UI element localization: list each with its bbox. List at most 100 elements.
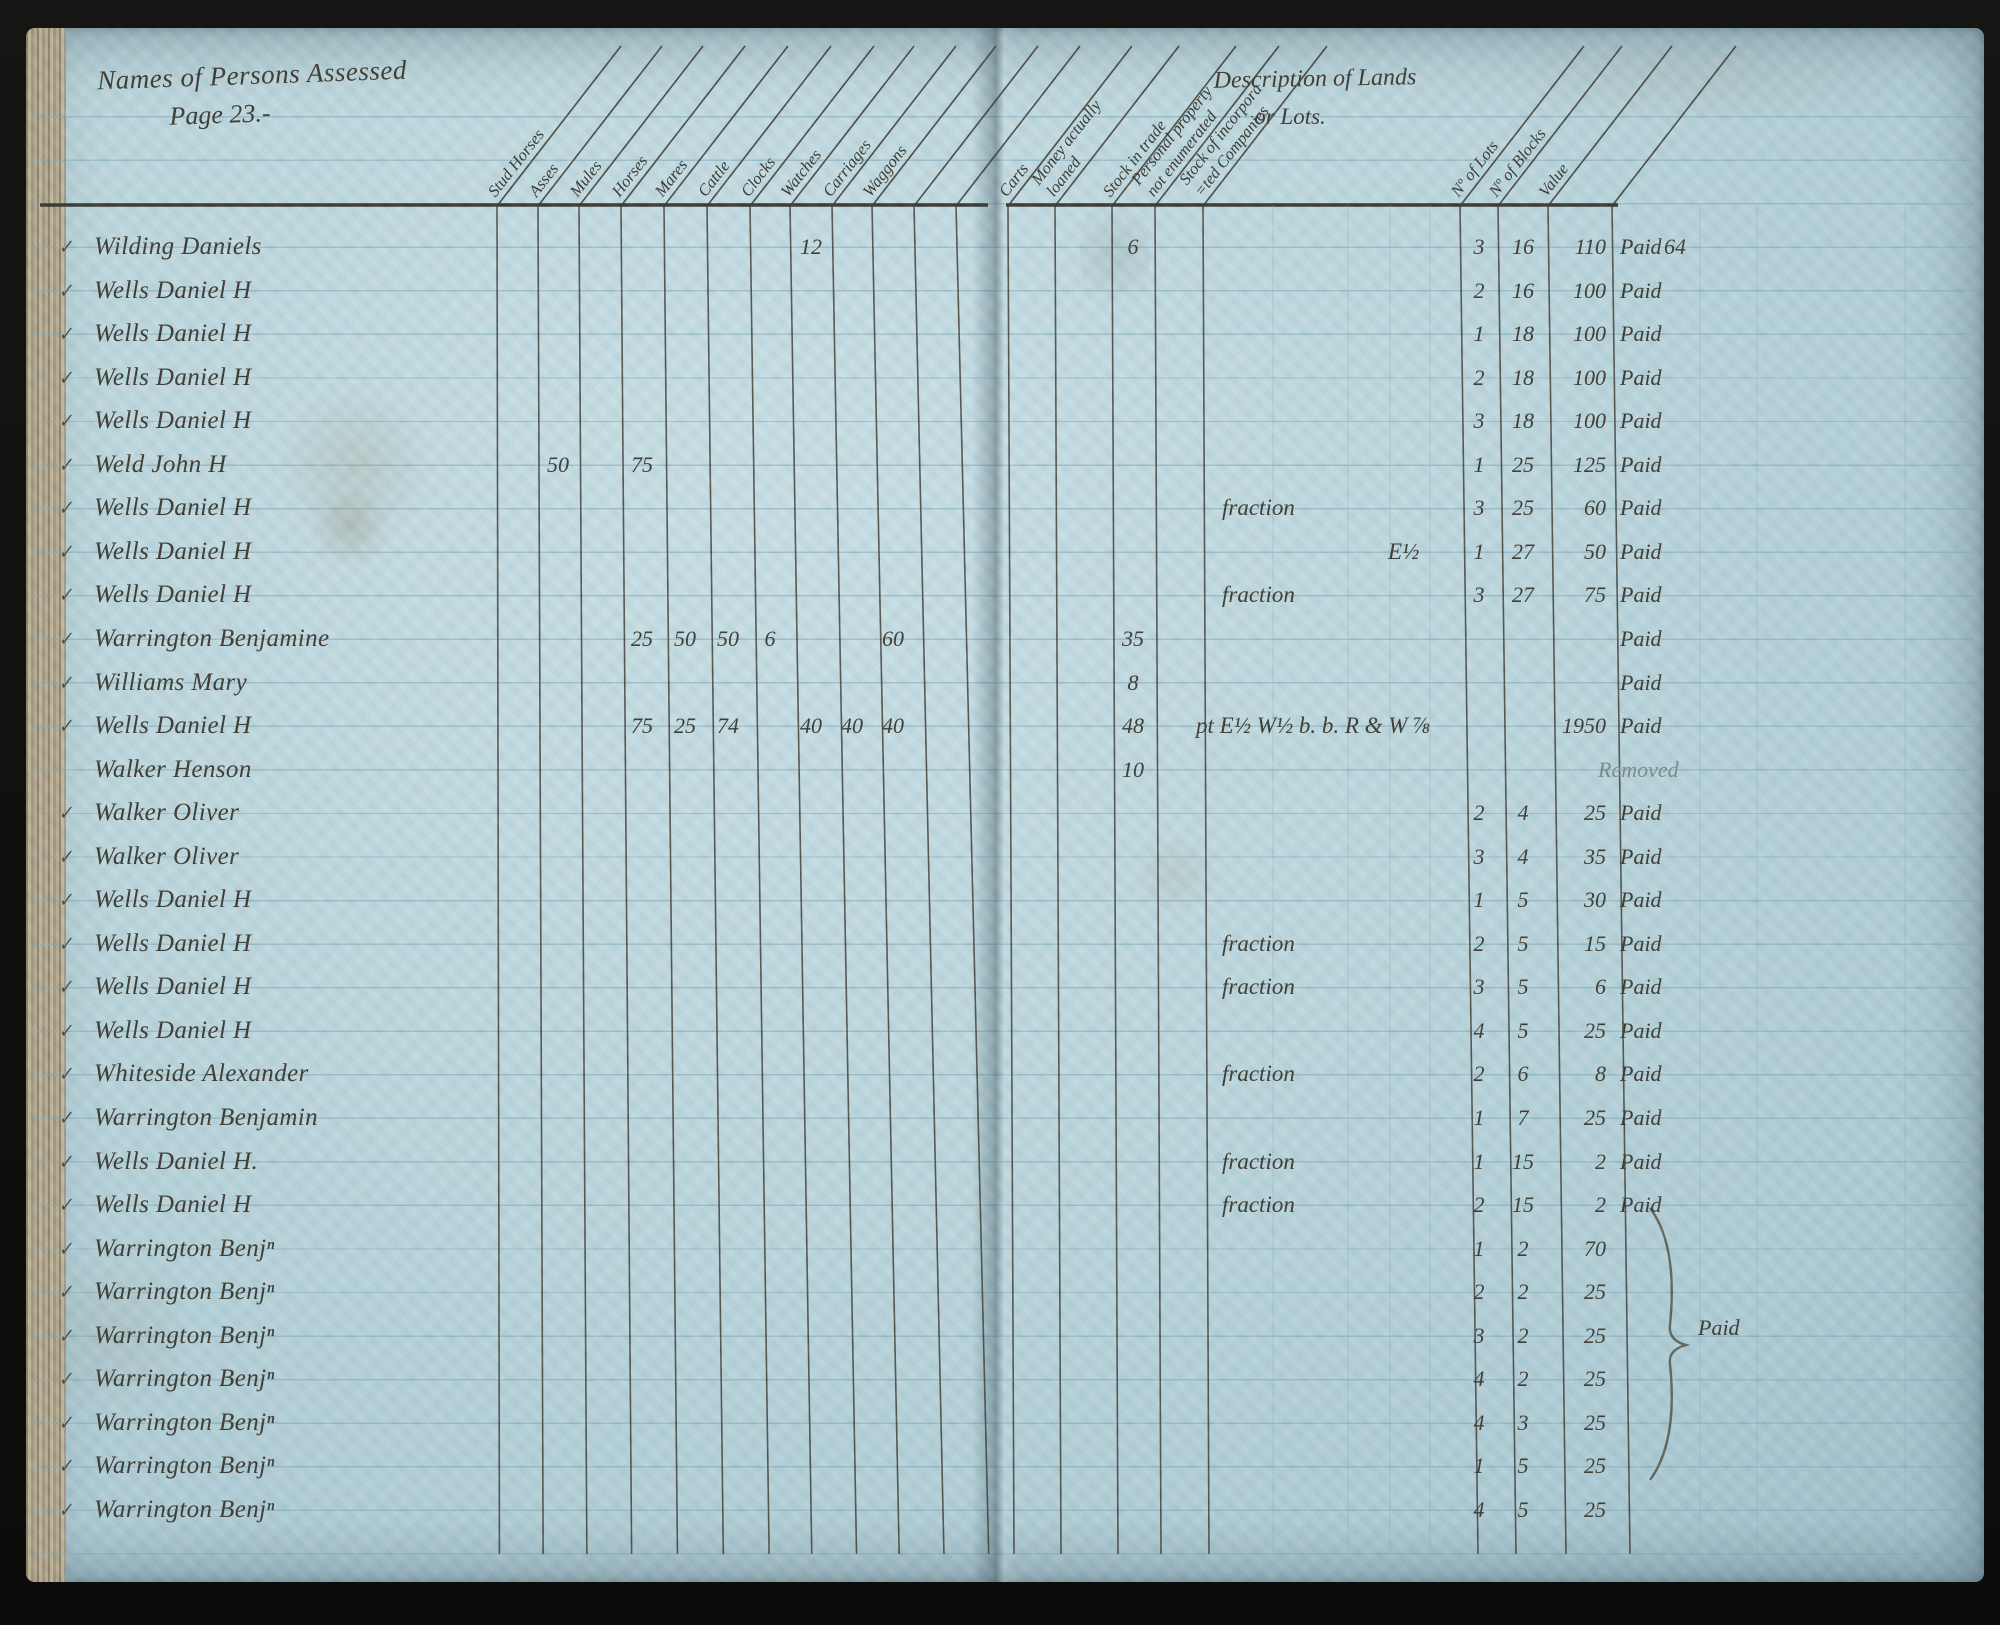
cell-cattle: 50	[717, 622, 739, 656]
cell-description: fraction	[1222, 578, 1295, 612]
status-label: Paid	[1620, 622, 1662, 656]
row-name: Wells Daniel H	[94, 361, 251, 395]
group-status-label: Paid	[1698, 1315, 1740, 1341]
cell-lots: 1	[1474, 1232, 1485, 1266]
cell-description: fraction	[1222, 1188, 1295, 1222]
status-label: Paid	[1620, 840, 1662, 874]
row-name: Warrington Benjamine	[94, 622, 330, 656]
row-name: Warrington Benjⁿ	[94, 1319, 275, 1353]
cell-lots: 3	[1474, 840, 1485, 874]
cell-clocks: 6	[765, 622, 776, 656]
cell-description: fraction	[1222, 491, 1295, 525]
cell-blocks: 2	[1518, 1275, 1529, 1309]
cell-value: 50	[1496, 535, 1606, 569]
status-label: Paid	[1620, 709, 1662, 743]
cell-mares: 50	[674, 622, 696, 656]
cell-blocks: 27	[1512, 578, 1534, 612]
cell-value: 25	[1496, 1406, 1606, 1440]
cell-lots: 1	[1474, 535, 1485, 569]
row-name: Warrington Benjⁿ	[94, 1406, 275, 1440]
status-label: Paid	[1620, 1057, 1662, 1091]
row-name: Walker Oliver	[94, 796, 239, 830]
cell-lots: 4	[1474, 1014, 1485, 1048]
cell-blocks: 15	[1512, 1188, 1534, 1222]
cell-lots: 2	[1474, 1057, 1485, 1091]
row-name: Whiteside Alexander	[94, 1057, 309, 1091]
status-label: Paid	[1620, 1014, 1662, 1048]
cell-blocks: 7	[1518, 1101, 1529, 1135]
status-label: Paid	[1620, 970, 1662, 1004]
cell-watches: 12	[800, 230, 822, 264]
cell-value: 100	[1496, 404, 1606, 438]
cell-lots: 3	[1474, 578, 1485, 612]
cell-carriages: 40	[841, 709, 863, 743]
cell-blocks: 2	[1518, 1362, 1529, 1396]
cell-lots: 3	[1474, 1319, 1485, 1353]
row-name: Wells Daniel H	[94, 317, 251, 351]
cell-lots: 3	[1474, 230, 1485, 264]
row-name: Wells Daniel H	[94, 491, 251, 525]
cell-value: 8	[1496, 1057, 1606, 1091]
cell-lots: 2	[1474, 274, 1485, 308]
cell-value: 25	[1496, 1493, 1606, 1527]
cell-description: fraction	[1222, 1057, 1295, 1091]
cell-value: 75	[1496, 578, 1606, 612]
status-label: Paid	[1620, 491, 1662, 525]
cell-cattle: 74	[717, 709, 739, 743]
cell-lots: 4	[1474, 1406, 1485, 1440]
cell-value: 6	[1496, 970, 1606, 1004]
cell-lots: 1	[1474, 1449, 1485, 1483]
cell-blocks: 15	[1512, 1145, 1534, 1179]
cell-value: 2	[1496, 1145, 1606, 1179]
row-name: Wells Daniel H	[94, 1188, 251, 1222]
row-name: Wells Daniel H	[94, 927, 251, 961]
row-name: Wells Daniel H	[94, 274, 251, 308]
status-label: Paid	[1620, 1101, 1662, 1135]
cell-lots: 4	[1474, 1493, 1485, 1527]
cell-blocks: 18	[1512, 361, 1534, 395]
status-label: Paid	[1620, 230, 1662, 264]
cell-stock-in-trade: 8	[1128, 666, 1139, 700]
status-label: Paid	[1620, 361, 1662, 395]
cell-lots: 2	[1474, 361, 1485, 395]
cell-blocks: 16	[1512, 230, 1534, 264]
cell-stock-in-trade: 6	[1128, 230, 1139, 264]
cell-value: 25	[1496, 1014, 1606, 1048]
status-label: Paid	[1620, 404, 1662, 438]
cell-stock-in-trade: 10	[1122, 753, 1144, 787]
cell-lots: 1	[1474, 1145, 1485, 1179]
row-name: Weld John H	[94, 448, 227, 482]
cell-lots: 2	[1474, 1275, 1485, 1309]
row-name: Wilding Daniels	[94, 230, 262, 264]
cell-lots: 2	[1474, 1188, 1485, 1222]
cell-blocks: 16	[1512, 274, 1534, 308]
cell-value: 25	[1496, 1449, 1606, 1483]
row-name: Warrington Benjⁿ	[94, 1232, 275, 1266]
cell-blocks: 6	[1518, 1057, 1529, 1091]
cell-value: 125	[1496, 448, 1606, 482]
cell-value: 110	[1496, 230, 1606, 264]
row-name: Wells Daniel H.	[94, 1145, 258, 1179]
cell-blocks: 27	[1512, 535, 1534, 569]
row-name: Warrington Benjⁿ	[94, 1449, 275, 1483]
cell-value: 30	[1496, 883, 1606, 917]
cell-blocks: 4	[1518, 796, 1529, 830]
cell-description: E½	[1388, 535, 1419, 569]
row-name: Wells Daniel H	[94, 535, 251, 569]
cell-blocks: 5	[1518, 970, 1529, 1004]
status-label: Paid	[1620, 1188, 1662, 1222]
cell-asses: 50	[547, 448, 569, 482]
cell-value: 100	[1496, 317, 1606, 351]
cell-value: 70	[1496, 1232, 1606, 1266]
row-name: Warrington Benjⁿ	[94, 1275, 275, 1309]
status-note: 64	[1664, 230, 1686, 264]
cell-blocks: 5	[1518, 1449, 1529, 1483]
cell-lots: 1	[1474, 883, 1485, 917]
status-label: Removed	[1598, 753, 1679, 787]
cell-blocks: 18	[1512, 317, 1534, 351]
cell-stock-in-trade: 48	[1122, 709, 1144, 743]
row-name: Walker Henson	[94, 753, 252, 787]
cell-value: 25	[1496, 1101, 1606, 1135]
description-column-header-line2: or Lots.	[1160, 104, 1420, 130]
